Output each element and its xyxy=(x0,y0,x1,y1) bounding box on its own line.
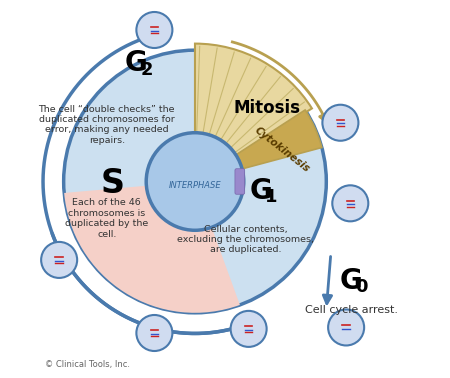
Wedge shape xyxy=(195,110,322,181)
Circle shape xyxy=(332,185,368,222)
Text: 0: 0 xyxy=(356,278,368,296)
Circle shape xyxy=(146,133,244,230)
FancyBboxPatch shape xyxy=(235,169,245,194)
Text: Cellular contents,
excluding the chromosomes,
are duplicated.: Cellular contents, excluding the chromos… xyxy=(177,225,314,254)
Text: G: G xyxy=(249,177,272,205)
Text: 2: 2 xyxy=(141,61,153,79)
Text: S: S xyxy=(100,167,125,200)
Text: The cell “double checks” the
duplicated chromosomes for
error, making any needed: The cell “double checks” the duplicated … xyxy=(39,105,175,145)
Text: Cell cycle arrest.: Cell cycle arrest. xyxy=(305,305,398,315)
Circle shape xyxy=(328,310,364,345)
Text: Each of the 46
chromosomes is
duplicated by the
cell.: Each of the 46 chromosomes is duplicated… xyxy=(65,198,148,239)
Text: Cytokinesis: Cytokinesis xyxy=(252,125,311,174)
Circle shape xyxy=(230,311,267,347)
Text: G: G xyxy=(340,267,363,295)
Text: 1: 1 xyxy=(265,188,277,206)
Circle shape xyxy=(136,12,172,48)
Circle shape xyxy=(322,105,358,141)
Text: G: G xyxy=(125,49,148,77)
Wedge shape xyxy=(64,181,240,313)
Text: Mitosis: Mitosis xyxy=(234,99,301,117)
Circle shape xyxy=(63,50,326,313)
Text: INTERPHASE: INTERPHASE xyxy=(169,181,221,190)
Circle shape xyxy=(41,242,77,278)
Wedge shape xyxy=(195,43,312,181)
Text: © Clinical Tools, Inc.: © Clinical Tools, Inc. xyxy=(45,360,130,369)
Circle shape xyxy=(136,315,172,351)
